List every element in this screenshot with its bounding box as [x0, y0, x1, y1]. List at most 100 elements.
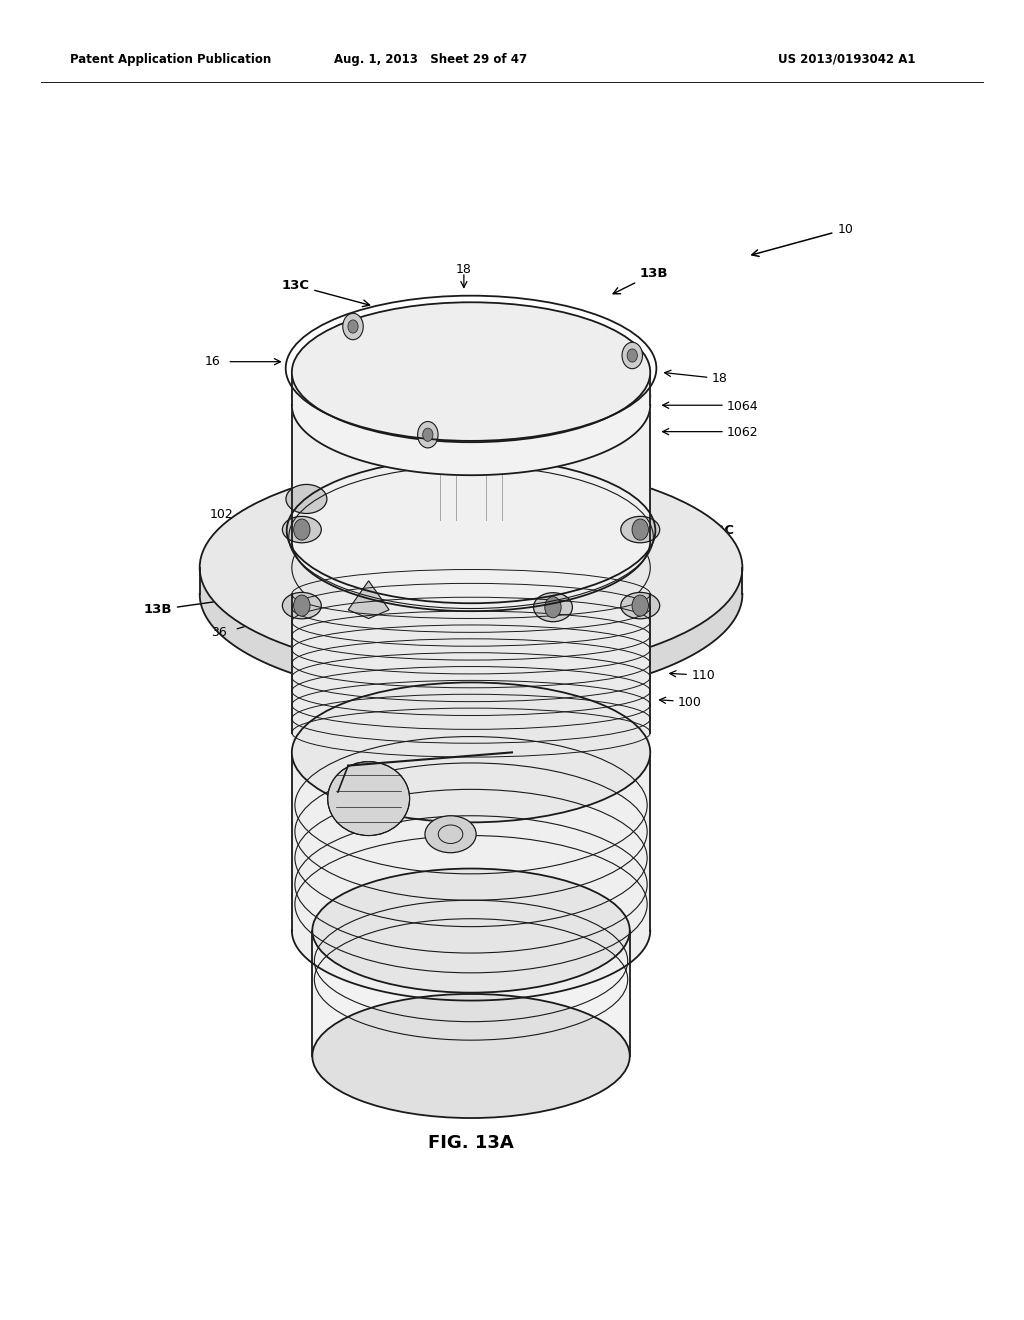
- Ellipse shape: [200, 462, 742, 673]
- Polygon shape: [347, 326, 392, 358]
- Circle shape: [632, 519, 648, 540]
- Polygon shape: [449, 356, 494, 388]
- Polygon shape: [423, 363, 468, 395]
- Polygon shape: [423, 317, 468, 348]
- Ellipse shape: [292, 682, 650, 822]
- Polygon shape: [347, 395, 392, 426]
- Polygon shape: [575, 358, 621, 389]
- Ellipse shape: [621, 516, 659, 543]
- Ellipse shape: [283, 593, 322, 619]
- Circle shape: [294, 595, 310, 616]
- Polygon shape: [474, 338, 519, 370]
- Polygon shape: [449, 391, 494, 422]
- Circle shape: [545, 597, 561, 618]
- Polygon shape: [397, 392, 442, 424]
- Polygon shape: [322, 367, 367, 399]
- Polygon shape: [575, 346, 621, 378]
- Polygon shape: [347, 383, 392, 414]
- Polygon shape: [423, 409, 468, 441]
- Polygon shape: [397, 370, 442, 401]
- Polygon shape: [347, 360, 392, 392]
- Ellipse shape: [534, 593, 572, 622]
- Polygon shape: [550, 352, 595, 384]
- Polygon shape: [397, 335, 442, 367]
- Polygon shape: [292, 594, 650, 803]
- Polygon shape: [372, 364, 417, 396]
- Polygon shape: [372, 399, 417, 430]
- Polygon shape: [423, 329, 468, 360]
- Polygon shape: [423, 375, 468, 407]
- Text: 13B: 13B: [613, 267, 669, 294]
- Polygon shape: [575, 370, 621, 401]
- Polygon shape: [474, 327, 519, 359]
- Polygon shape: [500, 309, 545, 341]
- Polygon shape: [500, 331, 545, 363]
- Circle shape: [423, 428, 433, 441]
- Text: 110: 110: [691, 669, 715, 682]
- Polygon shape: [449, 334, 494, 366]
- Polygon shape: [397, 404, 442, 436]
- Polygon shape: [423, 341, 468, 372]
- Polygon shape: [347, 337, 392, 368]
- Polygon shape: [397, 323, 442, 355]
- Circle shape: [343, 313, 364, 339]
- Text: US 2013/0193042 A1: US 2013/0193042 A1: [778, 53, 915, 66]
- Ellipse shape: [292, 302, 650, 442]
- Polygon shape: [292, 396, 650, 611]
- Ellipse shape: [328, 762, 410, 836]
- Text: 18: 18: [456, 263, 472, 276]
- Polygon shape: [397, 313, 442, 345]
- Polygon shape: [525, 348, 570, 380]
- Polygon shape: [397, 381, 442, 413]
- Polygon shape: [348, 581, 389, 619]
- Ellipse shape: [312, 869, 630, 993]
- Text: Aug. 1, 2013   Sheet 29 of 47: Aug. 1, 2013 Sheet 29 of 47: [334, 53, 526, 66]
- Polygon shape: [372, 376, 417, 408]
- Polygon shape: [474, 396, 519, 428]
- Polygon shape: [372, 342, 417, 374]
- Polygon shape: [449, 322, 494, 354]
- Text: 100: 100: [678, 696, 701, 709]
- Polygon shape: [550, 342, 595, 374]
- Polygon shape: [550, 330, 595, 362]
- Text: FIG. 13A: FIG. 13A: [428, 1134, 514, 1152]
- Circle shape: [632, 595, 648, 616]
- Polygon shape: [550, 318, 595, 350]
- Polygon shape: [397, 358, 442, 389]
- Polygon shape: [372, 354, 417, 385]
- Polygon shape: [449, 345, 494, 376]
- Polygon shape: [423, 351, 468, 383]
- Text: 13B: 13B: [143, 595, 247, 616]
- Text: 36: 36: [212, 626, 227, 639]
- Ellipse shape: [283, 516, 322, 543]
- Polygon shape: [449, 403, 494, 434]
- Text: 10: 10: [838, 223, 854, 236]
- Polygon shape: [525, 359, 570, 391]
- Polygon shape: [550, 364, 595, 396]
- Polygon shape: [423, 397, 468, 429]
- Polygon shape: [500, 400, 545, 432]
- Polygon shape: [292, 752, 650, 1001]
- Polygon shape: [347, 348, 392, 380]
- Text: Patent Application Publication: Patent Application Publication: [70, 53, 271, 66]
- Text: 13C: 13C: [282, 279, 370, 306]
- Polygon shape: [474, 315, 519, 347]
- Ellipse shape: [286, 484, 327, 513]
- Polygon shape: [474, 350, 519, 381]
- Circle shape: [294, 519, 310, 540]
- Ellipse shape: [312, 994, 630, 1118]
- Polygon shape: [500, 366, 545, 397]
- Polygon shape: [525, 371, 570, 403]
- Polygon shape: [474, 362, 519, 393]
- Polygon shape: [292, 372, 650, 475]
- Polygon shape: [500, 378, 545, 409]
- Polygon shape: [423, 385, 468, 417]
- Polygon shape: [474, 372, 519, 404]
- Polygon shape: [550, 387, 595, 418]
- Text: 102: 102: [210, 508, 233, 521]
- Ellipse shape: [621, 593, 659, 619]
- Text: 1062: 1062: [727, 426, 759, 440]
- Polygon shape: [200, 462, 742, 673]
- Text: 16: 16: [205, 355, 220, 368]
- Polygon shape: [500, 355, 545, 387]
